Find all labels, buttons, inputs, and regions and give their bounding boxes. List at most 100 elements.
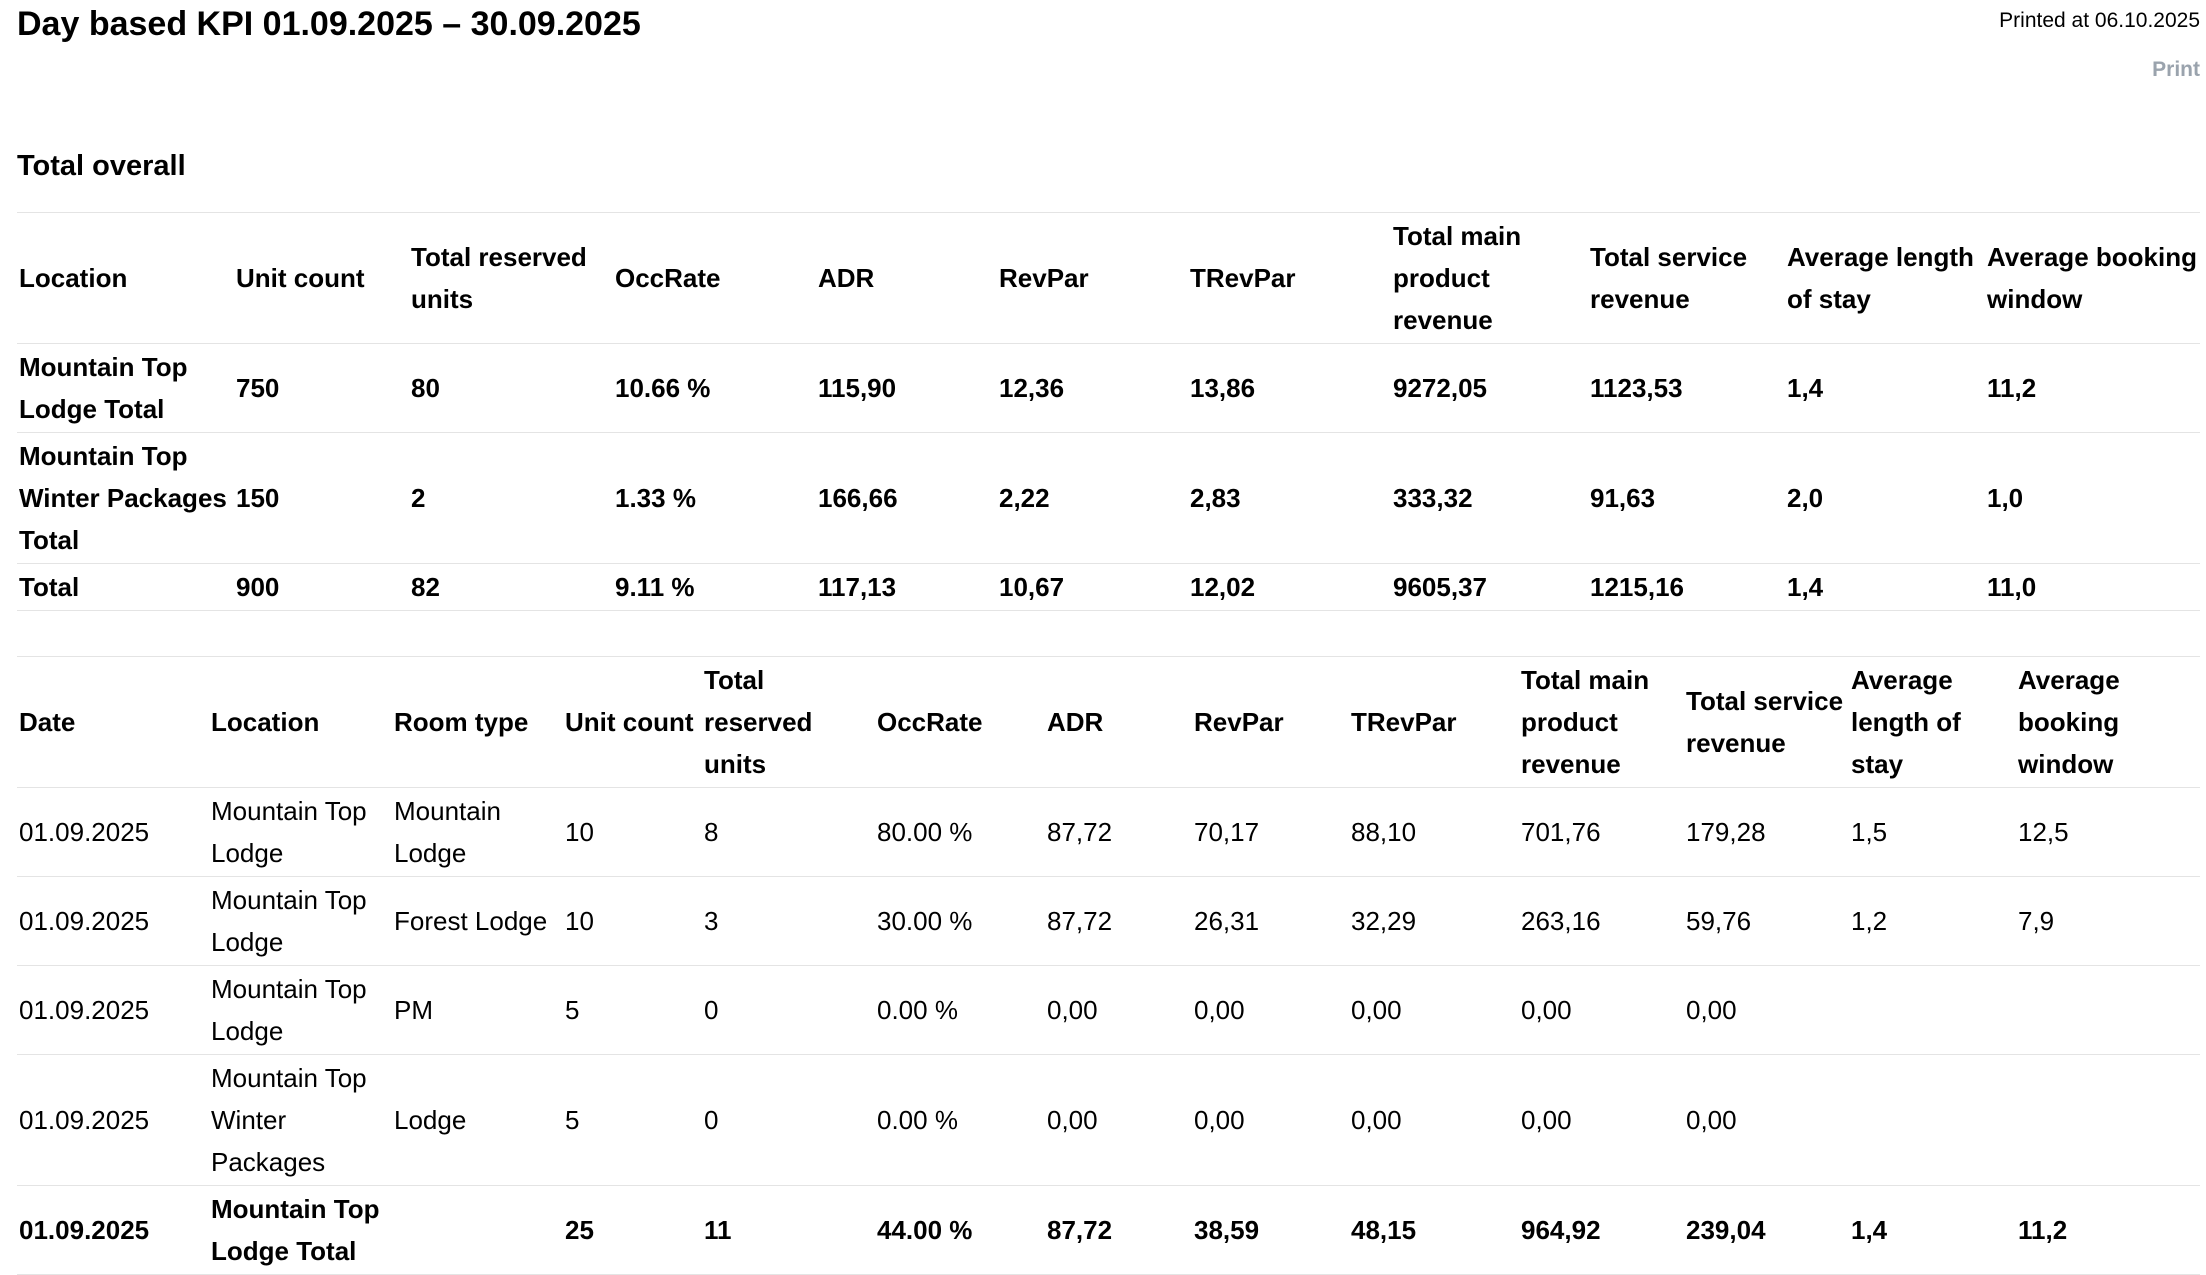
column-header-location: Location <box>209 656 392 788</box>
cell-average-length-of-stay <box>1849 1054 2016 1186</box>
cell-unit-count: 10 <box>563 787 702 877</box>
table-row: 01.09.2025 Mountain Top Winter Packages Lo… <box>17 1054 2200 1186</box>
section-title-total-overall: Total overall <box>17 150 186 182</box>
cell-room-type: PM <box>392 965 563 1055</box>
cell-unit-count: 900 <box>234 563 409 611</box>
cell-total-main-product-revenue: 0,00 <box>1519 1054 1684 1186</box>
cell-average-booking-window <box>2016 965 2200 1055</box>
column-header-location: Location <box>17 212 234 344</box>
table-row: 01.09.2025 Mountain Top Lodge PM 5 0 0.00 % 0,… <box>17 965 2200 1055</box>
cell-location: Mountain Top Winter Packages Total <box>17 432 234 564</box>
cell-location: Mountain Top Lodge <box>209 787 392 877</box>
cell-total-reserved-units: 11 <box>702 1185 875 1275</box>
cell-total-service-revenue: 179,28 <box>1684 787 1849 877</box>
cell-date: 01.09.2025 <box>17 787 209 877</box>
column-header-occrate: OccRate <box>875 656 1045 788</box>
cell-trevpar: 0,00 <box>1349 1054 1519 1186</box>
cell-unit-count: 150 <box>234 432 409 564</box>
table-row: Total 900 82 9.11 % 117,13 10,67 12,02 9605,37 1… <box>17 563 2200 611</box>
cell-average-length-of-stay: 1,4 <box>1785 563 1985 611</box>
cell-average-booking-window: 12,5 <box>2016 787 2200 877</box>
cell-occrate: 0.00 % <box>875 965 1045 1055</box>
cell-average-booking-window: 11,0 <box>1985 563 2200 611</box>
cell-total-reserved-units: 0 <box>702 965 875 1055</box>
cell-revpar: 10,67 <box>997 563 1188 611</box>
cell-unit-count: 25 <box>563 1185 702 1275</box>
table-row: 01.09.2025 Mountain Top Lodge Total 25 11 44… <box>17 1185 2200 1275</box>
cell-total-main-product-revenue: 701,76 <box>1519 787 1684 877</box>
cell-total-service-revenue: 0,00 <box>1684 1054 1849 1186</box>
column-header-average-booking-window: Average booking window <box>2016 656 2200 788</box>
cell-occrate: 0.00 % <box>875 1054 1045 1186</box>
cell-total-main-product-revenue: 333,32 <box>1391 432 1588 564</box>
cell-total-service-revenue: 1215,16 <box>1588 563 1785 611</box>
cell-location: Total <box>17 563 234 611</box>
cell-total-reserved-units: 82 <box>409 563 613 611</box>
cell-trevpar: 2,83 <box>1188 432 1391 564</box>
cell-room-type: Lodge <box>392 1054 563 1186</box>
cell-average-booking-window: 11,2 <box>1985 343 2200 433</box>
cell-trevpar: 32,29 <box>1349 876 1519 966</box>
cell-occrate: 10.66 % <box>613 343 816 433</box>
cell-location: Mountain Top Lodge Total <box>17 343 234 433</box>
print-button[interactable]: Print <box>2152 58 2200 81</box>
cell-location: Mountain Top Lodge <box>209 876 392 966</box>
table-row: 01.09.2025 Mountain Top Lodge Forest Lodge… <box>17 876 2200 966</box>
cell-location: Mountain Top Winter Packages <box>209 1054 392 1186</box>
cell-unit-count: 5 <box>563 1054 702 1186</box>
cell-unit-count: 750 <box>234 343 409 433</box>
table-header-row: Date Location Room type Unit count Total res… <box>17 656 2200 788</box>
cell-revpar: 26,31 <box>1192 876 1349 966</box>
column-header-occrate: OccRate <box>613 212 816 344</box>
column-header-trevpar: TRevPar <box>1188 212 1391 344</box>
column-header-total-reserved-units: Total reserved units <box>702 656 875 788</box>
cell-adr: 117,13 <box>816 563 997 611</box>
column-header-date: Date <box>17 656 209 788</box>
cell-total-service-revenue: 59,76 <box>1684 876 1849 966</box>
cell-total-main-product-revenue: 9272,05 <box>1391 343 1588 433</box>
cell-adr: 115,90 <box>816 343 997 433</box>
cell-trevpar: 12,02 <box>1188 563 1391 611</box>
cell-date: 01.09.2025 <box>17 965 209 1055</box>
column-header-total-main-product-revenue: Total main product revenue <box>1519 656 1684 788</box>
cell-total-service-revenue: 239,04 <box>1684 1185 1849 1275</box>
column-header-adr: ADR <box>816 212 997 344</box>
cell-revpar: 70,17 <box>1192 787 1349 877</box>
cell-total-reserved-units: 8 <box>702 787 875 877</box>
column-header-unit-count: Unit count <box>563 656 702 788</box>
cell-adr: 87,72 <box>1045 876 1192 966</box>
column-header-unit-count: Unit count <box>234 212 409 344</box>
cell-total-service-revenue: 91,63 <box>1588 432 1785 564</box>
table-row: Mountain Top Lodge Total 750 80 10.66 % 115,… <box>17 343 2200 433</box>
cell-average-booking-window: 1,0 <box>1985 432 2200 564</box>
cell-revpar: 38,59 <box>1192 1185 1349 1275</box>
cell-location: Mountain Top Lodge <box>209 965 392 1055</box>
cell-location: Mountain Top Lodge Total <box>209 1185 392 1275</box>
cell-revpar: 2,22 <box>997 432 1188 564</box>
cell-occrate: 30.00 % <box>875 876 1045 966</box>
column-header-average-booking-window: Average booking window <box>1985 212 2200 344</box>
total-overall-table: Location Unit count Total reserved units Oc… <box>17 212 2200 611</box>
table-header-row: Location Unit count Total reserved units Oc… <box>17 212 2200 344</box>
cell-average-length-of-stay: 2,0 <box>1785 432 1985 564</box>
cell-total-main-product-revenue: 9605,37 <box>1391 563 1588 611</box>
cell-occrate: 44.00 % <box>875 1185 1045 1275</box>
cell-total-service-revenue: 0,00 <box>1684 965 1849 1055</box>
report-title: Day based KPI 01.09.2025 – 30.09.2025 <box>17 5 641 43</box>
cell-adr: 166,66 <box>816 432 997 564</box>
cell-unit-count: 5 <box>563 965 702 1055</box>
cell-occrate: 9.11 % <box>613 563 816 611</box>
column-header-trevpar: TRevPar <box>1349 656 1519 788</box>
column-header-total-main-product-revenue: Total main product revenue <box>1391 212 1588 344</box>
daily-kpi-table: Date Location Room type Unit count Total res… <box>17 656 2200 1275</box>
table-row: 01.09.2025 Mountain Top Lodge Mountain Lod… <box>17 787 2200 877</box>
cell-average-length-of-stay: 1,4 <box>1785 343 1985 433</box>
cell-average-booking-window: 7,9 <box>2016 876 2200 966</box>
cell-total-main-product-revenue: 263,16 <box>1519 876 1684 966</box>
report-page: Day based KPI 01.09.2025 – 30.09.2025 Pr… <box>17 0 2200 1275</box>
cell-adr: 87,72 <box>1045 787 1192 877</box>
cell-room-type: Forest Lodge <box>392 876 563 966</box>
cell-total-reserved-units: 2 <box>409 432 613 564</box>
cell-occrate: 1.33 % <box>613 432 816 564</box>
cell-average-length-of-stay: 1,2 <box>1849 876 2016 966</box>
